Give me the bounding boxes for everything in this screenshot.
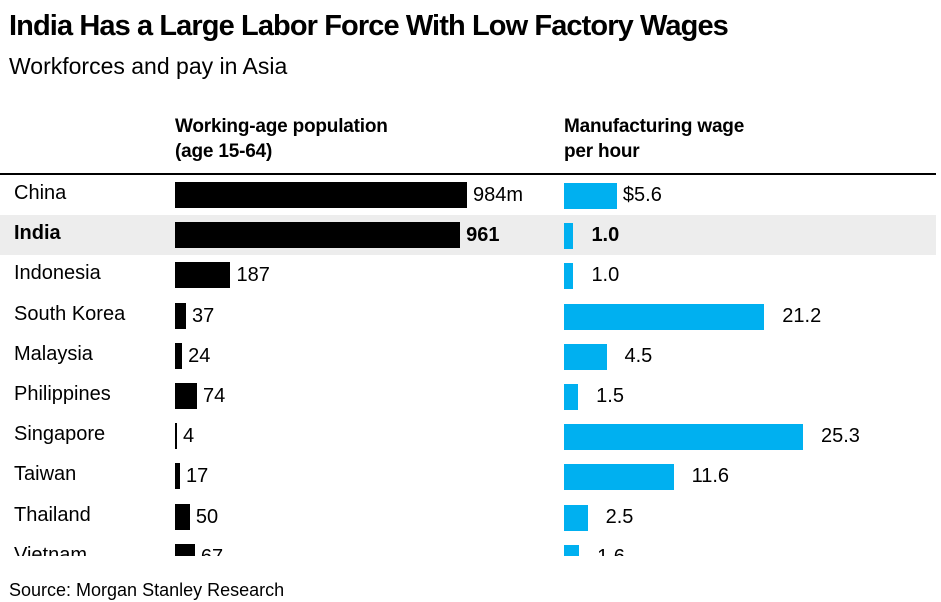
wage-value: $5.6 [622, 184, 662, 206]
wage-value: 25.3 [821, 425, 860, 448]
population-value: 961 [466, 224, 500, 247]
wage-bar [564, 183, 617, 209]
category-label: China [14, 182, 67, 204]
wage-value: 1.6 [597, 546, 625, 556]
population-bar [175, 423, 177, 450]
population-value: 187 [236, 264, 270, 287]
population-value: 17 [186, 465, 209, 488]
wage-value: 1.5 [596, 385, 624, 407]
wage-value: 4.5 [624, 344, 653, 367]
wage-bar [564, 424, 803, 451]
chart-row-vietnam: Vietnam 67 1.6 [0, 537, 936, 556]
category-label: Philippines [14, 383, 111, 405]
population-bar [175, 342, 183, 369]
wage-bar [564, 504, 588, 531]
chart-row-china: China 984m $5.6 [0, 175, 936, 215]
population-bar [175, 222, 461, 249]
population-bar [175, 383, 197, 409]
category-label: Singapore [14, 423, 106, 446]
wage-value: 21.2 [782, 304, 822, 327]
population-bar [175, 503, 190, 530]
plot-area: China 984m $5.6 India 961 1.0 Indonesia 187 1.0 S… [0, 175, 936, 556]
category-label: India [14, 222, 61, 245]
population-value: 74 [202, 385, 226, 407]
category-label: South Korea [14, 302, 126, 325]
header-divider [0, 173, 936, 175]
wage-bar [564, 544, 580, 556]
population-bar [175, 463, 181, 490]
source-note: Source: Morgan Stanley Research [9, 580, 285, 600]
chart-row-thailand: Thailand 50 2.5 [0, 497, 936, 537]
category-label: Thailand [14, 503, 91, 526]
chart-row-taiwan: Taiwan 17 11.6 [0, 456, 936, 496]
category-label: Taiwan [14, 463, 77, 486]
chart-row-india: India 961 1.0 [0, 215, 936, 256]
wage-bar [564, 223, 574, 250]
chart-row-malaysia: Malaysia 24 4.5 [0, 336, 936, 376]
chart-row-indonesia: Indonesia 187 1.0 [0, 255, 936, 295]
population-value: 67 [201, 546, 223, 556]
population-value: 984m [473, 184, 524, 206]
population-value: 24 [188, 344, 211, 367]
population-value: 50 [195, 505, 219, 528]
wage-value: 11.6 [691, 465, 730, 488]
chart-row-singapore: Singapore 4 25.3 [0, 416, 936, 456]
chart-title: India Has a Large Labor Force With Low F… [9, 10, 729, 42]
population-bar [175, 262, 231, 289]
wage-column-header: Manufacturing wage per hour [564, 116, 745, 162]
chart-row-south-korea: South Korea 37 21.2 [0, 296, 936, 336]
category-label: Indonesia [14, 262, 101, 285]
wage-value: 1.0 [591, 264, 620, 287]
population-bar [175, 302, 186, 329]
wage-value: 1.0 [591, 224, 620, 247]
category-label: Malaysia [14, 342, 93, 365]
population-bar [175, 182, 467, 208]
wage-bar [564, 303, 765, 330]
chart-row-philippines: Philippines 74 1.5 [0, 376, 936, 416]
population-value: 4 [183, 425, 195, 448]
wage-value: 2.5 [605, 505, 634, 528]
chart-subtitle: Workforces and pay in Asia [9, 53, 288, 79]
population-bar [175, 543, 195, 556]
wage-bar [564, 343, 607, 370]
population-column-header: Working-age population (age 15-64) [175, 116, 388, 162]
category-label: Vietnam [14, 543, 88, 556]
wage-bar [564, 384, 579, 410]
wage-bar [564, 464, 674, 491]
wage-bar [564, 263, 574, 290]
population-value: 37 [191, 304, 215, 327]
